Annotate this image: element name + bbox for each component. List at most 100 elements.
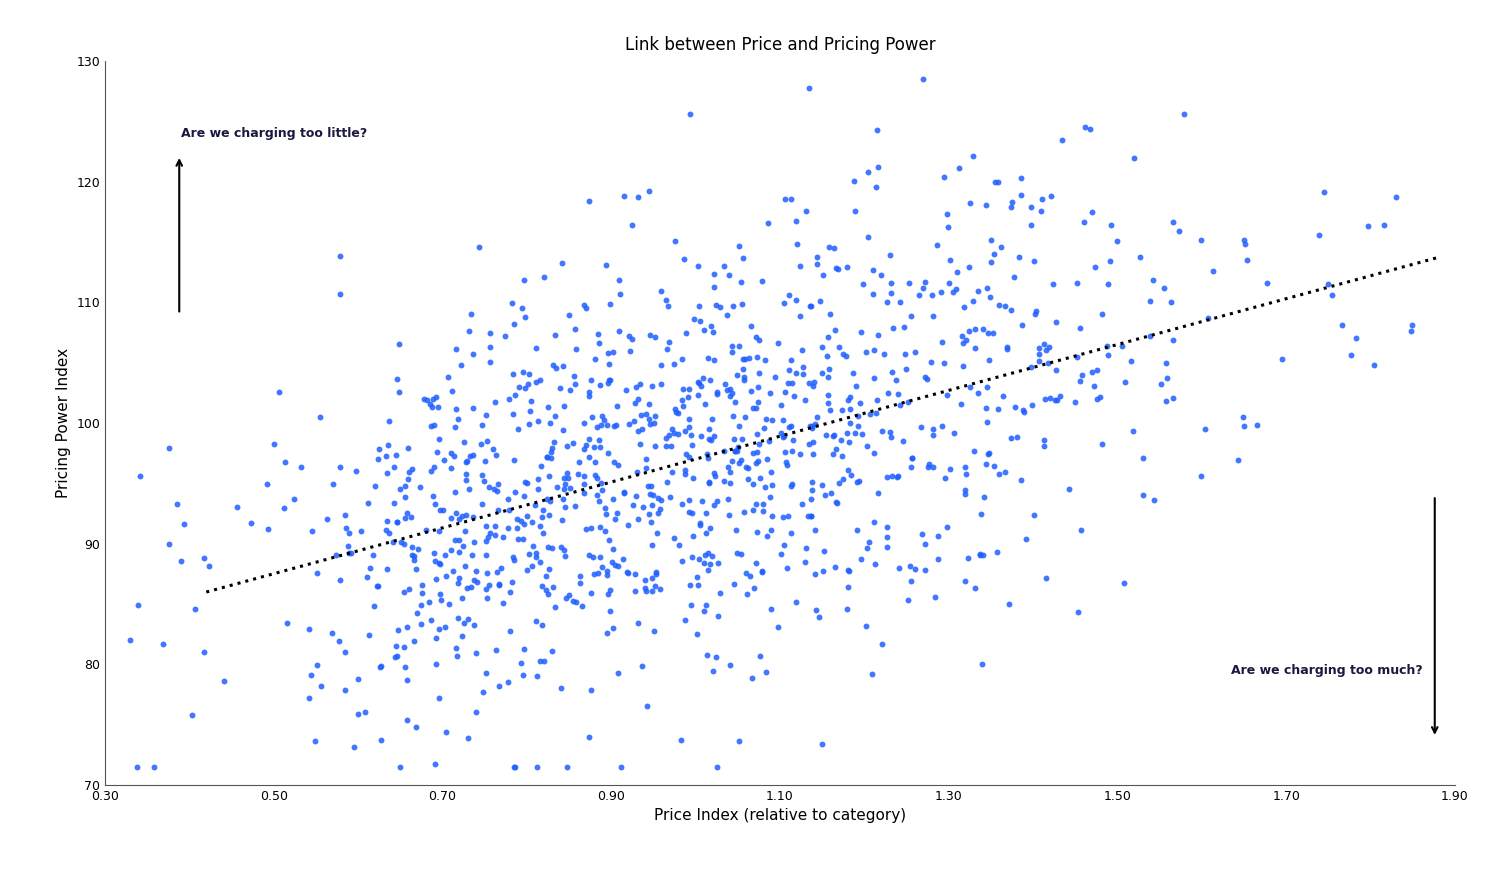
Point (657, 299, 681, 313)
Point (896, 593, 920, 607)
Point (718, 389, 742, 403)
Point (608, 287, 631, 301)
Point (827, 262, 850, 276)
Point (558, 589, 582, 603)
Point (576, 385, 600, 399)
Point (676, 506, 700, 520)
Point (624, 379, 648, 393)
Point (462, 618, 486, 632)
Point (419, 464, 442, 478)
Point (382, 651, 406, 664)
Point (822, 241, 846, 255)
Point (562, 500, 586, 514)
Point (746, 525, 770, 539)
Point (393, 640, 417, 654)
Point (720, 454, 744, 468)
Point (483, 528, 507, 542)
Point (486, 477, 510, 491)
Point (616, 566, 640, 580)
Point (815, 349, 839, 363)
Point (1400, 318, 1423, 332)
Point (930, 335, 954, 349)
Point (198, 559, 222, 573)
Point (308, 410, 332, 424)
Point (910, 528, 934, 542)
Point (638, 183, 662, 197)
Point (393, 660, 417, 674)
Point (999, 303, 1023, 317)
Point (158, 441, 182, 455)
Point (400, 541, 424, 555)
Point (879, 286, 903, 300)
Point (782, 390, 806, 404)
Point (1131, 451, 1155, 465)
Point (699, 549, 723, 563)
Point (1032, 439, 1056, 453)
Point (594, 507, 618, 521)
Point (456, 581, 480, 595)
Point (1202, 264, 1225, 278)
Point (810, 366, 834, 380)
Point (496, 521, 520, 535)
Point (334, 521, 358, 535)
Point (994, 340, 1018, 354)
Point (844, 379, 868, 393)
Point (354, 570, 378, 584)
Point (1010, 188, 1034, 202)
Point (1023, 307, 1047, 321)
Point (836, 393, 860, 407)
Point (696, 351, 720, 364)
Point (572, 297, 596, 311)
Point (536, 450, 560, 464)
Point (450, 629, 474, 643)
Point (470, 418, 494, 432)
Point (354, 705, 378, 719)
Point (572, 416, 596, 430)
Point (702, 352, 726, 366)
Point (570, 599, 594, 613)
Point (734, 411, 758, 425)
Point (770, 398, 794, 412)
Point (744, 401, 768, 415)
Point (972, 490, 996, 504)
Point (486, 502, 510, 516)
Point (750, 275, 774, 289)
Point (387, 337, 411, 351)
Point (686, 375, 709, 389)
Point (1161, 333, 1185, 347)
Point (416, 392, 440, 406)
Point (676, 390, 700, 404)
Point (410, 617, 434, 631)
Point (736, 460, 760, 474)
Point (561, 436, 585, 450)
Point (462, 401, 486, 415)
Point (627, 392, 651, 405)
Point (794, 204, 818, 218)
Point (582, 440, 606, 454)
Point (345, 707, 369, 721)
Point (837, 435, 861, 449)
Point (980, 255, 1004, 269)
Point (622, 567, 646, 581)
Point (862, 446, 886, 460)
Point (704, 651, 728, 664)
Point (847, 473, 871, 487)
Point (612, 486, 636, 500)
Point (650, 358, 674, 372)
Point (273, 501, 297, 515)
Point (680, 506, 703, 520)
Point (375, 448, 399, 462)
Point (874, 530, 898, 544)
Point (788, 446, 812, 460)
Point (876, 386, 900, 400)
Point (576, 389, 600, 403)
Point (321, 478, 345, 492)
Point (417, 596, 441, 610)
Point (531, 502, 555, 516)
Point (944, 282, 968, 296)
Point (987, 298, 1011, 312)
Point (678, 598, 702, 612)
Point (642, 579, 666, 593)
Point (718, 657, 742, 671)
Point (387, 623, 411, 637)
